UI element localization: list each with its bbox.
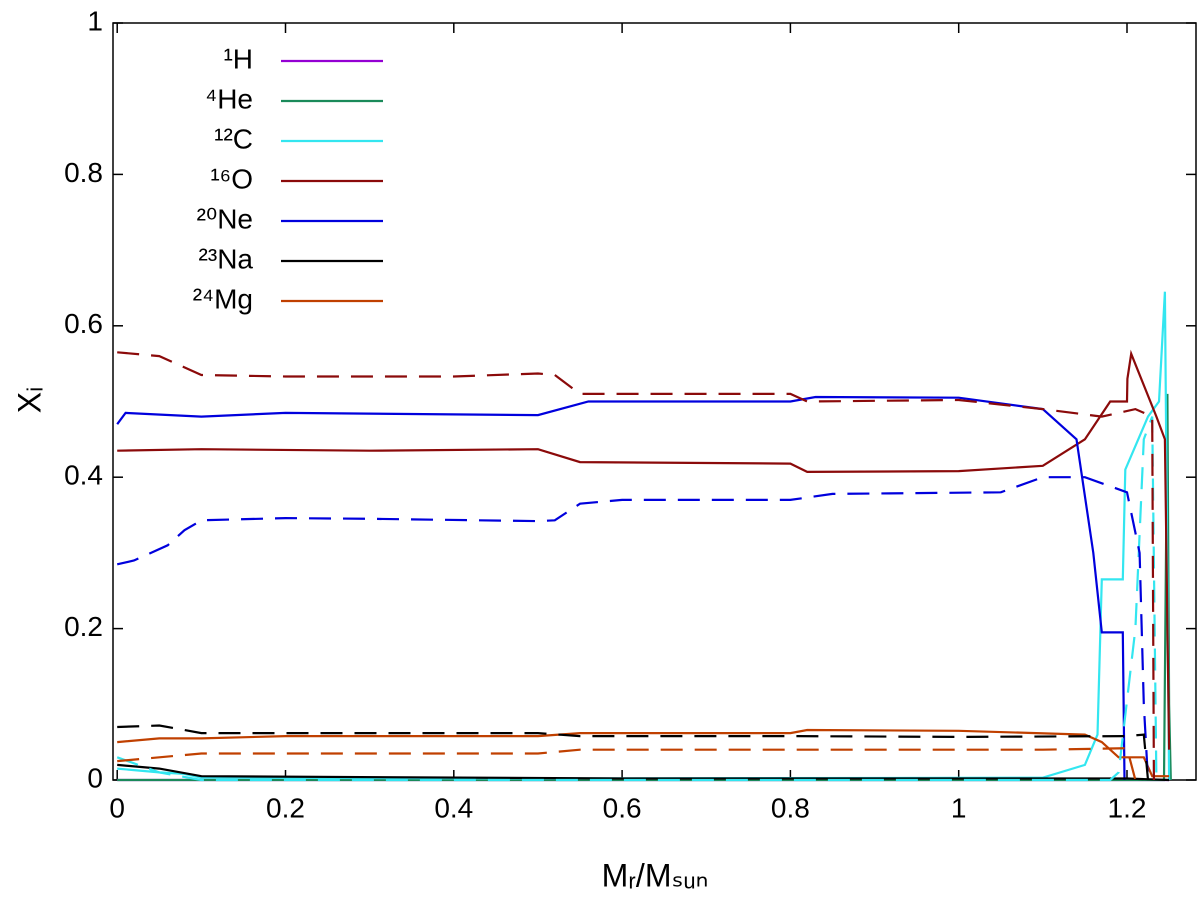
series-line — [117, 291, 1171, 781]
legend-label: ¹H — [223, 43, 253, 74]
y-tick-label: 0.8 — [64, 157, 103, 188]
x-tick-label: 0.2 — [266, 792, 305, 823]
series-line — [117, 728, 1170, 778]
legend-label: ²⁴Mg — [193, 283, 253, 314]
x-tick-label: 0.4 — [434, 792, 473, 823]
x-tick-label: 0.8 — [771, 792, 810, 823]
legend-label: ¹⁶O — [210, 163, 253, 194]
y-tick-label: 0.4 — [64, 460, 103, 491]
legend-label: ¹²C — [214, 123, 253, 154]
series-line — [117, 351, 1155, 781]
series-line — [117, 747, 1137, 781]
x-tick-label: 1.2 — [1108, 792, 1147, 823]
series-line — [116, 416, 1158, 782]
y-axis-label: Xᵢ — [11, 387, 47, 413]
series-line — [117, 393, 1172, 782]
x-axis-label: Mᵣ/Mₛᵤₙ — [602, 857, 709, 893]
x-tick-label: 1 — [951, 792, 967, 823]
legend-label: ⁴He — [205, 83, 253, 114]
y-tick-label: 1 — [87, 5, 103, 36]
legend-label: ²⁰Ne — [197, 203, 253, 234]
y-tick-label: 0 — [87, 762, 103, 793]
series-line — [117, 349, 1171, 750]
x-tick-label: 0.6 — [603, 792, 642, 823]
legend-label: ²³Na — [199, 243, 254, 274]
y-tick-label: 0.2 — [64, 611, 103, 642]
x-tick-label: 0 — [109, 792, 125, 823]
y-tick-label: 0.6 — [64, 308, 103, 339]
series-line — [116, 476, 1150, 781]
series-line — [116, 395, 1126, 781]
